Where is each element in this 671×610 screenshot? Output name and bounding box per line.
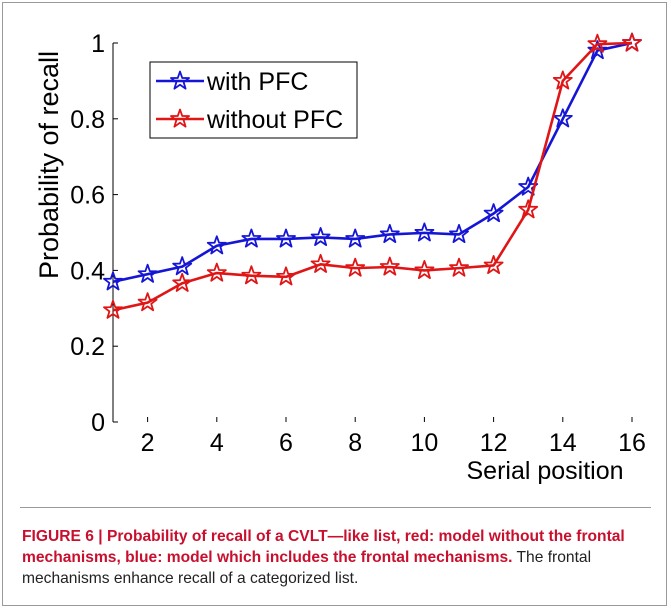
legend-marker xyxy=(170,70,190,90)
y-tick-label: 0.6 xyxy=(70,182,105,210)
data-point xyxy=(622,32,642,52)
data-point xyxy=(345,228,366,248)
data-point xyxy=(310,227,331,247)
legend-label: without PFC xyxy=(206,106,343,134)
caption-divider xyxy=(20,507,651,508)
x-tick-label: 8 xyxy=(348,429,362,457)
legend-label: with PFC xyxy=(206,68,308,96)
y-tick-label: 1 xyxy=(91,30,105,58)
data-point xyxy=(276,228,296,248)
data-point xyxy=(172,256,193,276)
data-point xyxy=(414,222,435,242)
y-tick-label: 0.8 xyxy=(70,106,105,134)
legend-marker xyxy=(170,108,190,128)
x-tick-label: 12 xyxy=(480,429,508,457)
y-tick-label: 0.4 xyxy=(70,257,105,285)
series-without-pfc xyxy=(103,32,642,319)
x-tick-label: 4 xyxy=(210,429,224,457)
series-layer xyxy=(103,32,642,319)
y-tick-label: 0.2 xyxy=(70,333,105,361)
data-point xyxy=(241,265,262,285)
data-point xyxy=(483,203,504,223)
axes: 00.20.40.60.812 4 6 8 10 12 14 16 xyxy=(70,30,646,457)
caption-text: The frontal mechanisms enhance recall of… xyxy=(22,549,592,587)
data-point xyxy=(172,272,193,292)
data-point xyxy=(206,262,227,282)
y-axis-label: Probability of recall xyxy=(34,51,64,279)
data-point xyxy=(449,257,469,277)
data-point xyxy=(276,266,296,286)
caption-bold-text: FIGURE 6 | Probability of recall of a CV… xyxy=(22,528,625,566)
data-point xyxy=(552,70,573,90)
line-chart: 00.20.40.60.812 4 6 8 10 12 14 16 with PFCwitho… xyxy=(34,30,646,485)
data-point xyxy=(310,253,331,273)
data-point xyxy=(103,299,123,319)
x-tick-label: 6 xyxy=(279,429,293,457)
x-tick-label: 10 xyxy=(410,429,438,457)
data-point xyxy=(137,292,158,312)
x-tick-label: 14 xyxy=(549,429,577,457)
data-point xyxy=(483,255,504,275)
data-point xyxy=(379,224,400,243)
figure-caption: FIGURE 6 | Probability of recall of a CV… xyxy=(22,526,652,589)
data-point xyxy=(241,228,262,248)
data-point xyxy=(206,235,227,255)
data-point xyxy=(103,271,123,291)
series-line xyxy=(112,41,633,284)
legend: with PFC without PFC xyxy=(149,61,358,139)
data-point xyxy=(552,108,573,128)
data-point xyxy=(587,40,608,60)
data-point xyxy=(379,256,400,276)
data-point xyxy=(137,263,158,283)
x-axis-label: Serial position xyxy=(466,457,623,485)
data-point xyxy=(414,260,435,279)
y-tick-label: 0 xyxy=(91,409,105,437)
series-line xyxy=(112,41,633,312)
data-point xyxy=(518,199,539,219)
x-tick-label: 16 xyxy=(618,429,646,457)
series-with-pfc xyxy=(103,32,642,291)
x-tick-label: 2 xyxy=(141,429,155,457)
data-point xyxy=(587,33,608,53)
data-point xyxy=(345,257,366,277)
data-point xyxy=(449,224,469,243)
